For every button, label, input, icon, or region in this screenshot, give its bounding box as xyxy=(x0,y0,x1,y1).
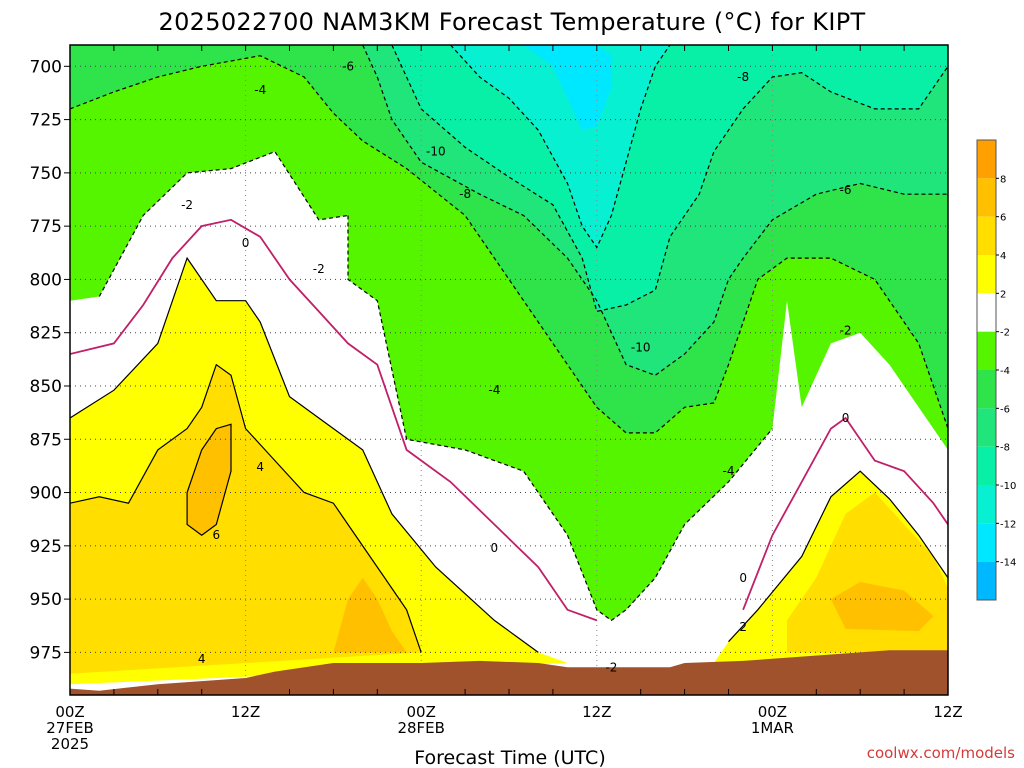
colorbar-label-10: -14 xyxy=(1000,558,1016,569)
colorbar-swatch-6 xyxy=(977,370,996,409)
colorbar-label-4: -2 xyxy=(1000,328,1010,339)
colorbar-swatch-2 xyxy=(977,216,996,255)
contour-line-4-10 xyxy=(70,363,422,653)
x-tick-label-48-0: 00Z xyxy=(758,703,787,721)
colorbar-swatch-11 xyxy=(977,561,996,600)
contour-label-8: -4 xyxy=(488,383,500,397)
contour-label-15: 6 xyxy=(213,528,221,542)
contour-label-4: -8 xyxy=(459,187,471,201)
y-tick-label-750: 750 xyxy=(30,164,62,184)
plot-area: -6 -4 -10 -2 -8 0 -2 -10 -4 -8 -6 -2 0 -4 4 6 0 0 2 -2 4 xyxy=(69,44,949,696)
ground-surface xyxy=(70,650,948,695)
ground-layer xyxy=(70,650,948,695)
x-tick-label-36-0: 12Z xyxy=(582,703,611,721)
y-tick-label-900: 900 xyxy=(30,484,62,504)
colorbar-label-8: -10 xyxy=(1000,481,1016,492)
contour-label-7: -10 xyxy=(631,341,651,355)
contour-label-12: 0 xyxy=(842,411,850,425)
contour-label-9: -8 xyxy=(737,70,749,84)
contour-label-19: -2 xyxy=(605,660,617,674)
fill-region-12 xyxy=(450,45,670,248)
contour-label-2: -10 xyxy=(426,145,446,159)
contour-line-neg4-2 xyxy=(70,55,948,434)
contour-line-neg8-4 xyxy=(391,45,948,313)
y-tick-label-775: 775 xyxy=(30,217,62,237)
y-tick-label-975: 975 xyxy=(30,643,62,663)
x-tick-label-0-2: 2025 xyxy=(51,735,89,753)
y-tick-label-825: 825 xyxy=(30,324,62,344)
contour-label-0: -6 xyxy=(342,59,354,73)
contour-line-neg2-0 xyxy=(98,150,349,297)
x-tick-label-48-1: 1MAR xyxy=(751,719,794,737)
y-tick-label-700: 700 xyxy=(30,57,62,77)
colorbar-swatch-10 xyxy=(977,523,996,562)
colorbar-swatch-0 xyxy=(977,140,996,179)
contour-line-neg10-5 xyxy=(450,45,671,249)
colorbar-label-2: 4 xyxy=(1000,251,1006,262)
contour-label-20: 4 xyxy=(198,652,206,666)
colorbar-swatch-5 xyxy=(977,331,996,370)
contour-label-5: 0 xyxy=(242,236,250,250)
y-tick-label-875: 875 xyxy=(30,430,62,450)
contour-label-group: -6 -4 -10 -2 -8 0 -2 -10 -4 -8 -6 -2 0 -4 4 6 0 0 2 -2 4 xyxy=(181,59,851,674)
fill-region-7 xyxy=(187,424,231,536)
colorbar-swatch-4 xyxy=(977,293,996,332)
chart-title: 2025022700 NAM3KM Forecast Temperature (… xyxy=(159,8,866,36)
colorbar-label-9: -12 xyxy=(1000,519,1016,530)
contour-label-14: 4 xyxy=(256,460,264,474)
y-tick-label-925: 925 xyxy=(30,537,62,557)
contour-label-1: -4 xyxy=(254,83,266,97)
colorbar-label-3: 2 xyxy=(1000,289,1006,300)
fill-region-10 xyxy=(143,45,948,376)
credit-text[interactable]: coolwx.com/models xyxy=(867,744,1015,762)
colorbar-label-6: -6 xyxy=(1000,404,1010,415)
colorbar: 8 6 4 2 -2 -4 -6 -8 -10 -12 -14 xyxy=(976,139,1016,601)
colorbar-swatch-8 xyxy=(977,446,996,485)
fill-region-5 xyxy=(70,364,422,674)
colorbar-label-1: 6 xyxy=(1000,213,1006,224)
y-tick-label-725: 725 xyxy=(30,111,62,131)
colorbar-swatch-3 xyxy=(977,255,996,294)
y-tick-label-850: 850 xyxy=(30,377,62,397)
y-tick-label-800: 800 xyxy=(30,270,62,290)
x-tick-label-24-1: 28FEB xyxy=(397,719,444,737)
colorbar-label-0: 8 xyxy=(1000,174,1006,185)
contour-lines xyxy=(70,45,948,653)
contour-label-6: -2 xyxy=(313,262,325,276)
contour-label-13: -4 xyxy=(723,464,735,478)
contour-line-neg2-1 xyxy=(347,215,773,622)
colorbar-swatch-1 xyxy=(977,178,996,217)
colorbar-label-7: -8 xyxy=(1000,443,1010,454)
temperature-fills xyxy=(70,45,948,695)
contour-label-18: 2 xyxy=(739,620,747,634)
contour-line-2-9 xyxy=(728,470,948,643)
y-tick-label-950: 950 xyxy=(30,590,62,610)
gridlines xyxy=(70,45,948,695)
x-tick-label-12-0: 12Z xyxy=(231,703,260,721)
colorbar-label-5: -4 xyxy=(1000,366,1010,377)
contour-label-16: 0 xyxy=(491,541,499,555)
x-axis-label: Forecast Time (UTC) xyxy=(414,747,605,768)
contour-line-6-11 xyxy=(186,423,232,536)
contour-label-17: 0 xyxy=(739,571,747,585)
y-axis: 700 725 750 775 800 825 850 875 900 925 950 975 xyxy=(30,45,949,695)
x-tick-label-24-0: 00Z xyxy=(407,703,436,721)
contour-line-2-8 xyxy=(70,256,539,653)
fill-region-8 xyxy=(333,577,407,653)
contour-label-3: -2 xyxy=(181,198,193,212)
colorbar-swatch-9 xyxy=(977,485,996,524)
x-tick-label-0-1: 27FEB xyxy=(46,719,93,737)
colorbar-swatch-7 xyxy=(977,408,996,447)
contour-label-11: -2 xyxy=(840,324,852,338)
contour-label-10: -6 xyxy=(840,183,852,197)
x-tick-label-60-0: 12Z xyxy=(933,703,962,721)
fill-region-13 xyxy=(523,45,612,131)
x-tick-label-0-0: 00Z xyxy=(55,703,84,721)
fill-region-9 xyxy=(830,582,934,632)
contour-line-0-6 xyxy=(70,218,598,622)
contour-line-0-7 xyxy=(742,416,948,611)
